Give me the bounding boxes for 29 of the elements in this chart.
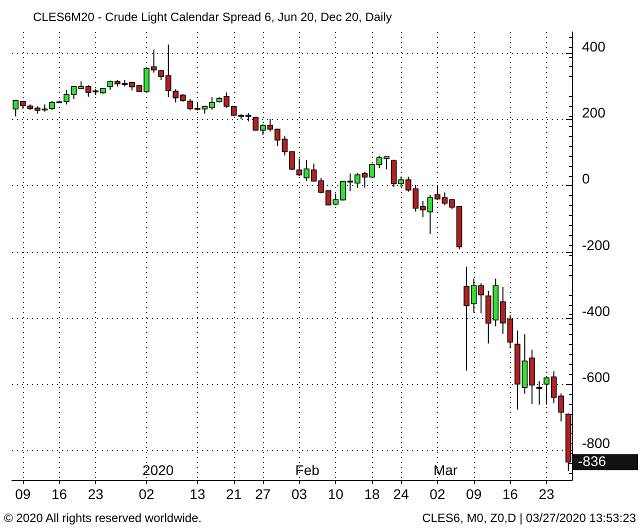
annotation: Mar xyxy=(433,462,458,478)
x-tick-label: 24 xyxy=(393,486,410,502)
x-tick-label: 02 xyxy=(430,486,446,502)
text: -836 xyxy=(578,453,606,470)
y-tick-label: 0 xyxy=(582,170,590,187)
x-tick-label: 23 xyxy=(538,486,555,502)
y-tick-label: 400 xyxy=(582,38,606,54)
x-tick-label: 10 xyxy=(328,486,344,502)
x-tick-label: 23 xyxy=(88,486,104,502)
annotation: Feb xyxy=(295,462,320,478)
y-tick-label: -200 xyxy=(582,236,610,253)
x-tick-label: 09 xyxy=(15,486,31,502)
y-tick-label: -800 xyxy=(582,435,610,452)
y-tick-label: 200 xyxy=(582,104,606,121)
annotation: 2020 xyxy=(142,462,174,478)
text: CLES6, M0, Z0,D | 03/27/2020 13:53:23 xyxy=(422,511,636,525)
x-tick-label: 16 xyxy=(502,486,518,502)
chart-title: CLES6M20 - Crude Light Calendar Spread 6, Jun 20, Dec 20, Daily xyxy=(33,10,392,24)
x-tick-label: 18 xyxy=(364,486,380,502)
y-tick-label: -600 xyxy=(582,369,610,386)
text: © 2020 All rights reserved worldwide. xyxy=(4,511,202,525)
x-tick-label: 16 xyxy=(51,486,68,502)
x-tick-label: 02 xyxy=(138,486,155,502)
x-tick-label: 13 xyxy=(190,486,206,502)
y-tick-label: -400 xyxy=(582,302,610,319)
x-tick-label: 21 xyxy=(226,486,242,502)
x-tick-label: 03 xyxy=(291,486,308,502)
x-tick-label: 09 xyxy=(466,486,482,502)
x-tick-label: 27 xyxy=(255,486,271,502)
